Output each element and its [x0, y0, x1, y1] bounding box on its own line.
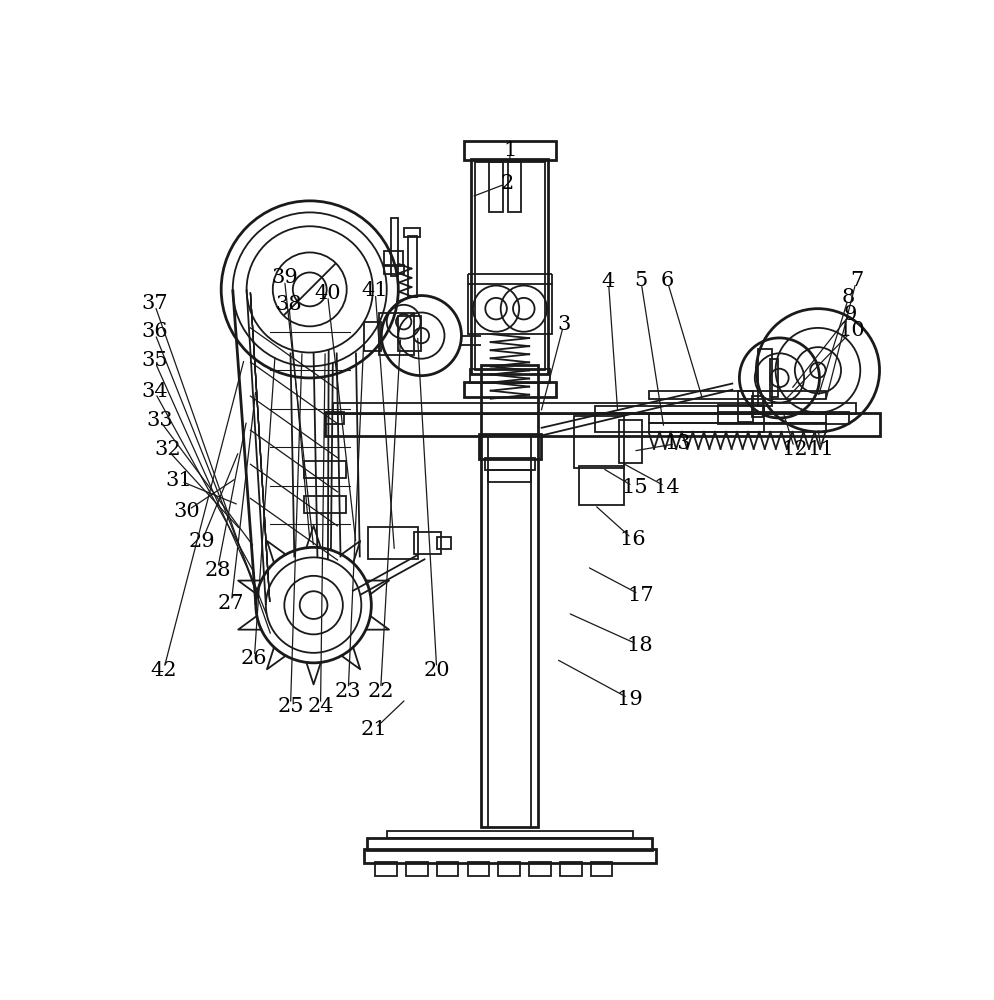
Text: 36: 36	[141, 322, 167, 341]
Bar	[379, 312, 414, 355]
Bar	[375, 862, 397, 876]
Text: 19: 19	[616, 690, 643, 709]
Bar	[398, 316, 421, 351]
Bar	[574, 416, 623, 468]
Bar	[590, 862, 611, 876]
Bar	[594, 413, 763, 432]
Bar	[648, 423, 825, 432]
Text: 8: 8	[841, 288, 855, 307]
Text: 21: 21	[360, 720, 387, 739]
Bar	[384, 251, 403, 266]
Bar	[738, 391, 752, 422]
Text: 6: 6	[660, 271, 673, 290]
Text: 39: 39	[270, 268, 297, 287]
Text: 17: 17	[627, 586, 653, 605]
Text: 42: 42	[150, 661, 177, 680]
Bar	[485, 458, 535, 470]
Bar	[579, 466, 623, 505]
Bar	[303, 496, 346, 513]
Text: 20: 20	[423, 661, 449, 680]
Bar	[757, 349, 771, 406]
Bar	[367, 838, 652, 850]
Bar	[468, 284, 551, 334]
Bar	[436, 537, 450, 549]
Text: 26: 26	[241, 650, 267, 668]
Bar	[529, 862, 551, 876]
Text: 9: 9	[843, 305, 856, 324]
Bar	[404, 228, 419, 237]
Text: 11: 11	[807, 440, 834, 459]
Text: 38: 38	[275, 295, 302, 314]
Text: 35: 35	[141, 351, 167, 370]
Bar	[479, 434, 540, 459]
Bar	[463, 141, 556, 160]
Bar	[414, 532, 440, 554]
Text: 16: 16	[619, 530, 646, 549]
Bar	[507, 162, 521, 212]
Bar	[406, 862, 427, 876]
Text: 12: 12	[780, 440, 807, 459]
Text: 7: 7	[849, 271, 862, 290]
Text: 5: 5	[633, 271, 647, 290]
Text: 2: 2	[501, 174, 514, 193]
Text: 29: 29	[189, 532, 215, 551]
Text: 34: 34	[141, 382, 167, 401]
Bar	[391, 218, 398, 276]
Bar	[303, 461, 346, 478]
Text: 15: 15	[620, 478, 647, 497]
Bar	[463, 382, 556, 397]
Bar	[467, 862, 489, 876]
Text: 24: 24	[307, 697, 333, 716]
Bar	[387, 831, 632, 838]
Text: 10: 10	[838, 321, 865, 340]
Text: 28: 28	[204, 561, 231, 580]
Text: 37: 37	[141, 294, 167, 313]
Bar	[469, 369, 550, 383]
Text: 41: 41	[362, 281, 388, 300]
Text: 30: 30	[173, 502, 200, 521]
Text: 22: 22	[367, 682, 394, 701]
Text: 18: 18	[625, 636, 652, 655]
Bar	[325, 413, 879, 436]
Text: 31: 31	[165, 471, 192, 490]
Bar	[489, 162, 503, 212]
Bar	[498, 862, 520, 876]
Bar	[769, 359, 777, 397]
Bar	[368, 527, 417, 559]
Text: 1: 1	[503, 141, 516, 160]
Bar	[436, 862, 458, 876]
Bar	[384, 265, 404, 274]
Bar	[594, 406, 763, 414]
Text: 33: 33	[146, 411, 173, 430]
Text: 23: 23	[335, 682, 361, 701]
Text: 27: 27	[218, 594, 245, 613]
Bar	[648, 413, 825, 423]
Text: 14: 14	[653, 478, 680, 497]
Bar	[408, 235, 416, 297]
Text: 3: 3	[557, 315, 570, 334]
Bar	[618, 420, 642, 463]
Text: 13: 13	[664, 434, 691, 453]
Bar	[717, 405, 763, 414]
Text: 25: 25	[277, 697, 303, 716]
Bar	[750, 396, 762, 417]
Bar	[648, 391, 825, 399]
Bar	[363, 322, 380, 351]
Bar	[475, 162, 544, 370]
Bar	[363, 849, 656, 863]
Text: 32: 32	[154, 440, 181, 459]
Bar	[471, 158, 548, 374]
Bar	[488, 470, 530, 482]
Bar	[717, 412, 848, 424]
Bar	[480, 365, 538, 827]
Bar	[333, 403, 856, 414]
Bar	[560, 862, 580, 876]
Text: 4: 4	[601, 272, 614, 291]
Bar	[325, 412, 344, 424]
Text: 40: 40	[314, 284, 340, 303]
